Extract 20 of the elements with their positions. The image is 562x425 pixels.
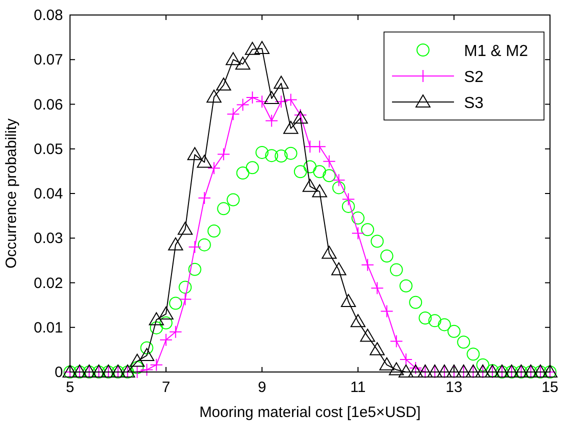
y-tick-label: 0.08 — [34, 7, 63, 24]
y-tick-label: 0.05 — [34, 140, 63, 158]
y-tick-label: 0.04 — [34, 186, 63, 202]
y-tick-label: 0.03 — [34, 230, 63, 248]
legend-label: S2 — [464, 69, 484, 86]
x-tick-label: 9 — [258, 379, 266, 396]
x-tick-label: 11 — [350, 379, 366, 396]
legend-label: M1 & M2 — [464, 43, 528, 60]
y-tick-label: 0.01 — [34, 319, 63, 336]
x-tick-label: 5 — [66, 379, 74, 396]
x-tick-label: 15 — [542, 379, 558, 396]
y-axis-title: Occurrence probability — [3, 118, 20, 269]
y-tick-label: 0.06 — [34, 96, 63, 114]
x-tick-label: 13 — [446, 379, 462, 396]
x-axis-title: Mooring material cost [1e5×USD] — [199, 404, 421, 421]
y-tick-label: 0 — [54, 364, 63, 381]
y-tick-label: 0.02 — [34, 274, 63, 292]
x-tick-label: 7 — [162, 379, 170, 396]
legend-label: S3 — [464, 95, 484, 112]
y-tick-label: 0.07 — [34, 52, 63, 69]
